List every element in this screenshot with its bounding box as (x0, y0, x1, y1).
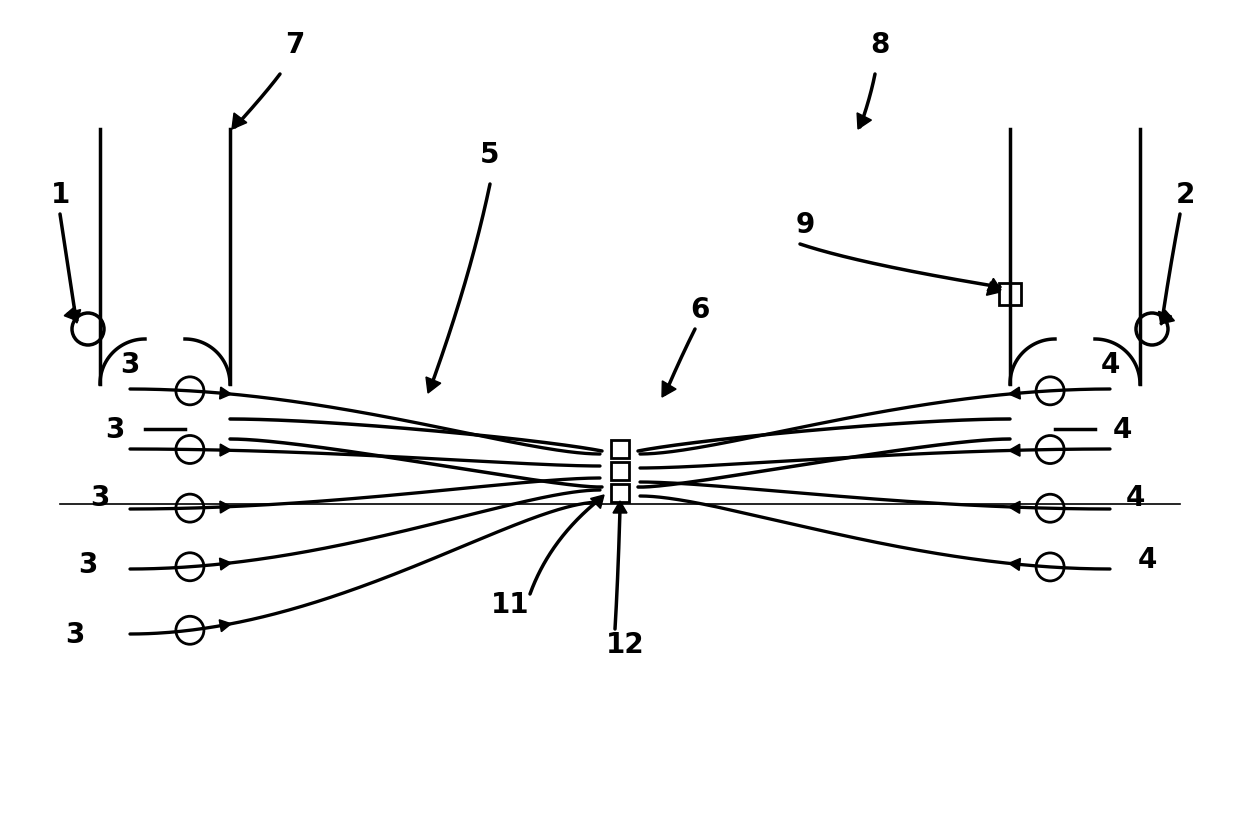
Text: 6: 6 (691, 296, 709, 324)
Polygon shape (1159, 310, 1174, 325)
Text: 3: 3 (66, 620, 84, 648)
Polygon shape (590, 495, 604, 509)
Polygon shape (219, 388, 231, 400)
Text: 7: 7 (285, 31, 305, 59)
Polygon shape (662, 382, 676, 397)
Text: 4: 4 (1112, 416, 1132, 444)
Text: 2: 2 (1176, 181, 1194, 209)
Polygon shape (857, 113, 872, 130)
Text: 3: 3 (91, 484, 109, 512)
Polygon shape (232, 114, 247, 130)
Polygon shape (987, 279, 1001, 291)
Text: 4: 4 (1137, 546, 1157, 573)
Polygon shape (1009, 559, 1021, 570)
Polygon shape (219, 502, 231, 513)
Bar (611, 484, 629, 503)
Text: 3: 3 (120, 350, 140, 378)
Polygon shape (613, 502, 627, 513)
Bar (999, 284, 1021, 306)
Text: 3: 3 (78, 551, 98, 578)
Text: 9: 9 (795, 211, 815, 238)
Text: 3: 3 (105, 416, 125, 444)
Polygon shape (1158, 312, 1172, 325)
Polygon shape (219, 558, 231, 570)
Text: 1: 1 (51, 181, 69, 209)
Text: 5: 5 (480, 141, 500, 169)
Text: 11: 11 (491, 590, 529, 619)
Polygon shape (1009, 388, 1021, 400)
Polygon shape (987, 282, 999, 296)
Text: 4: 4 (1126, 484, 1145, 512)
Polygon shape (67, 310, 81, 324)
Polygon shape (1009, 502, 1021, 513)
Polygon shape (64, 307, 78, 321)
Polygon shape (219, 445, 231, 456)
Polygon shape (1009, 445, 1021, 456)
Text: 8: 8 (870, 31, 889, 59)
Bar (611, 463, 629, 480)
Text: 12: 12 (605, 630, 645, 658)
Polygon shape (219, 620, 231, 632)
Bar (611, 440, 629, 459)
Polygon shape (427, 378, 440, 393)
Text: 4: 4 (1100, 350, 1120, 378)
